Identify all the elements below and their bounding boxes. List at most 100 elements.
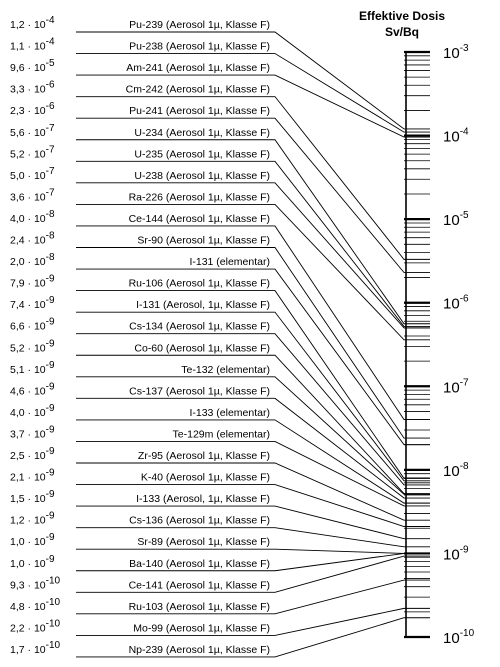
nuclide-connector bbox=[76, 139, 430, 325]
dose-times: · 10 bbox=[25, 407, 46, 419]
dose-mantissa: 3,7 bbox=[10, 428, 25, 440]
dose-mantissa: 1,5 bbox=[10, 493, 25, 505]
nuclide-label: K-40 (Aerosol 1µ, Klasse F) bbox=[141, 472, 270, 484]
dose-value-label: 4,0 · 10-8 bbox=[10, 209, 55, 225]
dose-mantissa: 1,1 bbox=[10, 41, 25, 53]
chart-unit: Sv/Bq bbox=[385, 25, 419, 39]
dose-value-label: 9,3 · 10-10 bbox=[10, 575, 61, 591]
dose-value-label: 5,2 · 10-7 bbox=[10, 144, 55, 160]
dose-mantissa: 5,6 bbox=[10, 127, 25, 139]
dose-exponent: -9 bbox=[46, 511, 55, 522]
dose-value-label: 7,4 · 10-9 bbox=[10, 295, 55, 311]
dose-times: · 10 bbox=[25, 472, 46, 484]
dose-value-label: 5,1 · 10-9 bbox=[10, 360, 55, 376]
dose-value-label: 3,3 · 10-6 bbox=[10, 80, 55, 96]
nuclide-connector bbox=[76, 579, 430, 615]
dose-value-label: 9,6 · 10-5 bbox=[10, 58, 55, 74]
axis-tick-label: 10-7 bbox=[443, 377, 469, 396]
dose-value-label: 1,1 · 10-4 bbox=[10, 37, 55, 53]
dose-mantissa: 2,4 bbox=[10, 235, 25, 247]
nuclide-label: Mo-99 (Aerosol 1µ, Klasse F) bbox=[133, 622, 270, 634]
dose-value-label: 5,2 · 10-9 bbox=[10, 338, 55, 354]
nuclide-label: I-133 (Aerosol, 1µ, Klasse F) bbox=[136, 493, 270, 505]
nuclide-label: Pu-238 (Aerosol 1µ, Klasse F) bbox=[129, 41, 270, 53]
dose-value-label: 2,1 · 10-9 bbox=[10, 468, 55, 484]
dose-exponent: -9 bbox=[46, 403, 55, 414]
dose-exponent: -4 bbox=[46, 37, 55, 48]
dose-times: · 10 bbox=[25, 558, 46, 570]
dose-times: · 10 bbox=[25, 213, 46, 225]
dose-value-label: 3,7 · 10-9 bbox=[10, 424, 55, 440]
dose-value-label: 6,6 · 10-9 bbox=[10, 317, 55, 333]
dose-mantissa: 9,3 bbox=[10, 579, 25, 591]
nuclide-label: Ra-226 (Aerosol 1µ, Klasse F) bbox=[129, 191, 270, 203]
nuclide-connector bbox=[76, 555, 430, 593]
nuclide-label: Np-239 (Aerosol 1µ, Klasse F) bbox=[129, 644, 270, 656]
dose-times: · 10 bbox=[25, 385, 46, 397]
dose-mantissa: 2,1 bbox=[10, 472, 25, 484]
nuclide-label: Co-60 (Aerosol 1µ, Klasse F) bbox=[134, 342, 270, 354]
dose-mantissa: 2,0 bbox=[10, 256, 25, 268]
nuclide-connector bbox=[76, 548, 430, 554]
nuclide-connector bbox=[76, 290, 430, 479]
nuclide-label: Cs-137 (Aerosol 1µ, Klasse F) bbox=[129, 385, 270, 397]
nuclide-connector bbox=[76, 117, 430, 273]
dose-mantissa: 5,2 bbox=[10, 342, 25, 354]
nuclide-connector bbox=[76, 31, 430, 130]
dose-times: · 10 bbox=[25, 41, 46, 53]
dose-exponent: -5 bbox=[46, 58, 55, 69]
dose-times: · 10 bbox=[25, 493, 46, 505]
dose-exponent: -10 bbox=[46, 618, 61, 629]
nuclide-label: Pu-241 (Aerosol 1µ, Klasse F) bbox=[129, 105, 270, 117]
nuclide-connector bbox=[76, 203, 430, 341]
nuclide-connector bbox=[76, 311, 430, 482]
axis-tick-label: 10-8 bbox=[443, 461, 469, 480]
dose-exponent: -10 bbox=[46, 640, 61, 651]
dose-times: · 10 bbox=[25, 622, 46, 634]
dose-value-label: 5,0 · 10-7 bbox=[10, 166, 55, 182]
dose-times: · 10 bbox=[25, 601, 46, 613]
nuclide-label: I-131 (Aerosol, 1µ, Klasse F) bbox=[136, 299, 270, 311]
dose-exponent: -6 bbox=[46, 101, 55, 112]
dose-exponent: -9 bbox=[46, 532, 55, 543]
axis-tick-exp: -5 bbox=[460, 210, 469, 221]
axis-tick-exp: -7 bbox=[460, 377, 469, 388]
dose-mantissa: 1,2 bbox=[10, 515, 25, 527]
dose-exponent: -9 bbox=[46, 295, 55, 306]
dose-exponent: -9 bbox=[46, 468, 55, 479]
dose-times: · 10 bbox=[25, 127, 46, 139]
axis-tick-base: 10 bbox=[443, 630, 460, 647]
dose-mantissa: 7,9 bbox=[10, 278, 25, 290]
axis-tick-base: 10 bbox=[443, 379, 460, 396]
dose-exponent: -4 bbox=[46, 15, 55, 26]
entry-rows: 1,2 · 10-4 Pu-239 (Aerosol 1µ, Klasse F)1… bbox=[10, 15, 430, 658]
dose-exponent: -9 bbox=[46, 554, 55, 565]
dose-exponent: -7 bbox=[46, 123, 55, 134]
dose-exponent: -7 bbox=[46, 166, 55, 177]
dose-exponent: -10 bbox=[46, 575, 61, 586]
nuclide-label: Cs-134 (Aerosol 1µ, Klasse F) bbox=[129, 321, 270, 333]
dose-exponent: -8 bbox=[46, 252, 55, 263]
nuclide-label: I-131 (elementar) bbox=[189, 256, 270, 268]
nuclide-label: Zr-95 (Aerosol 1µ, Klasse F) bbox=[138, 450, 270, 462]
nuclide-connector bbox=[76, 376, 430, 495]
dose-value-label: 1,2 · 10-9 bbox=[10, 511, 55, 527]
nuclide-label: I-133 (elementar) bbox=[189, 407, 270, 419]
dose-mantissa: 2,3 bbox=[10, 105, 25, 117]
nuclide-label: Ba-140 (Aerosol 1µ, Klasse F) bbox=[129, 558, 270, 570]
dose-exponent: -6 bbox=[46, 80, 55, 91]
axis-tick-exp: -4 bbox=[460, 127, 469, 138]
axis-tick-label: 10-10 bbox=[443, 628, 475, 647]
axis-tick-label: 10-5 bbox=[443, 210, 469, 229]
dose-times: · 10 bbox=[25, 515, 46, 527]
nuclide-label: Te-129m (elementar) bbox=[173, 428, 270, 440]
nuclide-connector bbox=[76, 354, 430, 495]
nuclide-label: Ce-144 (Aerosol 1µ, Klasse F) bbox=[129, 213, 270, 225]
dose-exponent: -9 bbox=[46, 446, 55, 457]
dose-mantissa: 2,5 bbox=[10, 450, 25, 462]
axis-tick-base: 10 bbox=[443, 463, 460, 480]
dose-exponent: -8 bbox=[46, 209, 55, 220]
dose-mantissa: 5,2 bbox=[10, 148, 25, 160]
dose-exponent: -9 bbox=[46, 274, 55, 285]
